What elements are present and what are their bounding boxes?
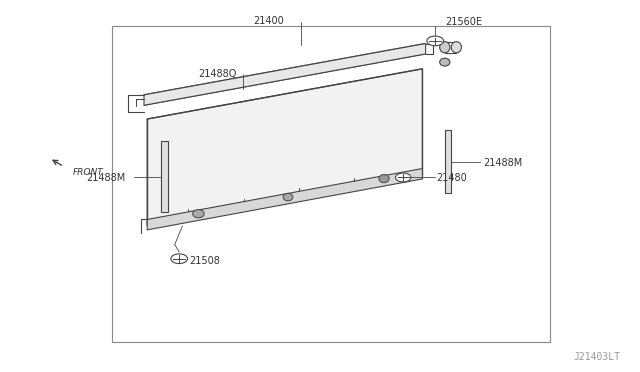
Circle shape: [171, 254, 188, 263]
Text: 21480: 21480: [436, 173, 467, 183]
Text: 21488Q: 21488Q: [198, 69, 237, 78]
Text: 21488M: 21488M: [483, 158, 522, 168]
Ellipse shape: [379, 174, 389, 183]
Ellipse shape: [440, 42, 450, 53]
Ellipse shape: [283, 193, 293, 201]
Text: 21400: 21400: [253, 16, 284, 26]
Polygon shape: [445, 130, 451, 193]
Polygon shape: [161, 141, 168, 212]
Bar: [112, 26, 550, 342]
Text: J21403LT: J21403LT: [574, 352, 621, 362]
Polygon shape: [147, 69, 422, 225]
Ellipse shape: [451, 42, 461, 53]
Text: 21560E: 21560E: [445, 17, 482, 27]
Text: FRONT: FRONT: [72, 169, 103, 177]
Circle shape: [427, 36, 444, 46]
Polygon shape: [147, 169, 422, 230]
Ellipse shape: [193, 210, 204, 218]
Circle shape: [396, 173, 411, 182]
Text: 21488M: 21488M: [86, 173, 125, 183]
Ellipse shape: [440, 58, 450, 66]
Polygon shape: [144, 44, 426, 105]
Text: 21508: 21508: [189, 256, 220, 266]
